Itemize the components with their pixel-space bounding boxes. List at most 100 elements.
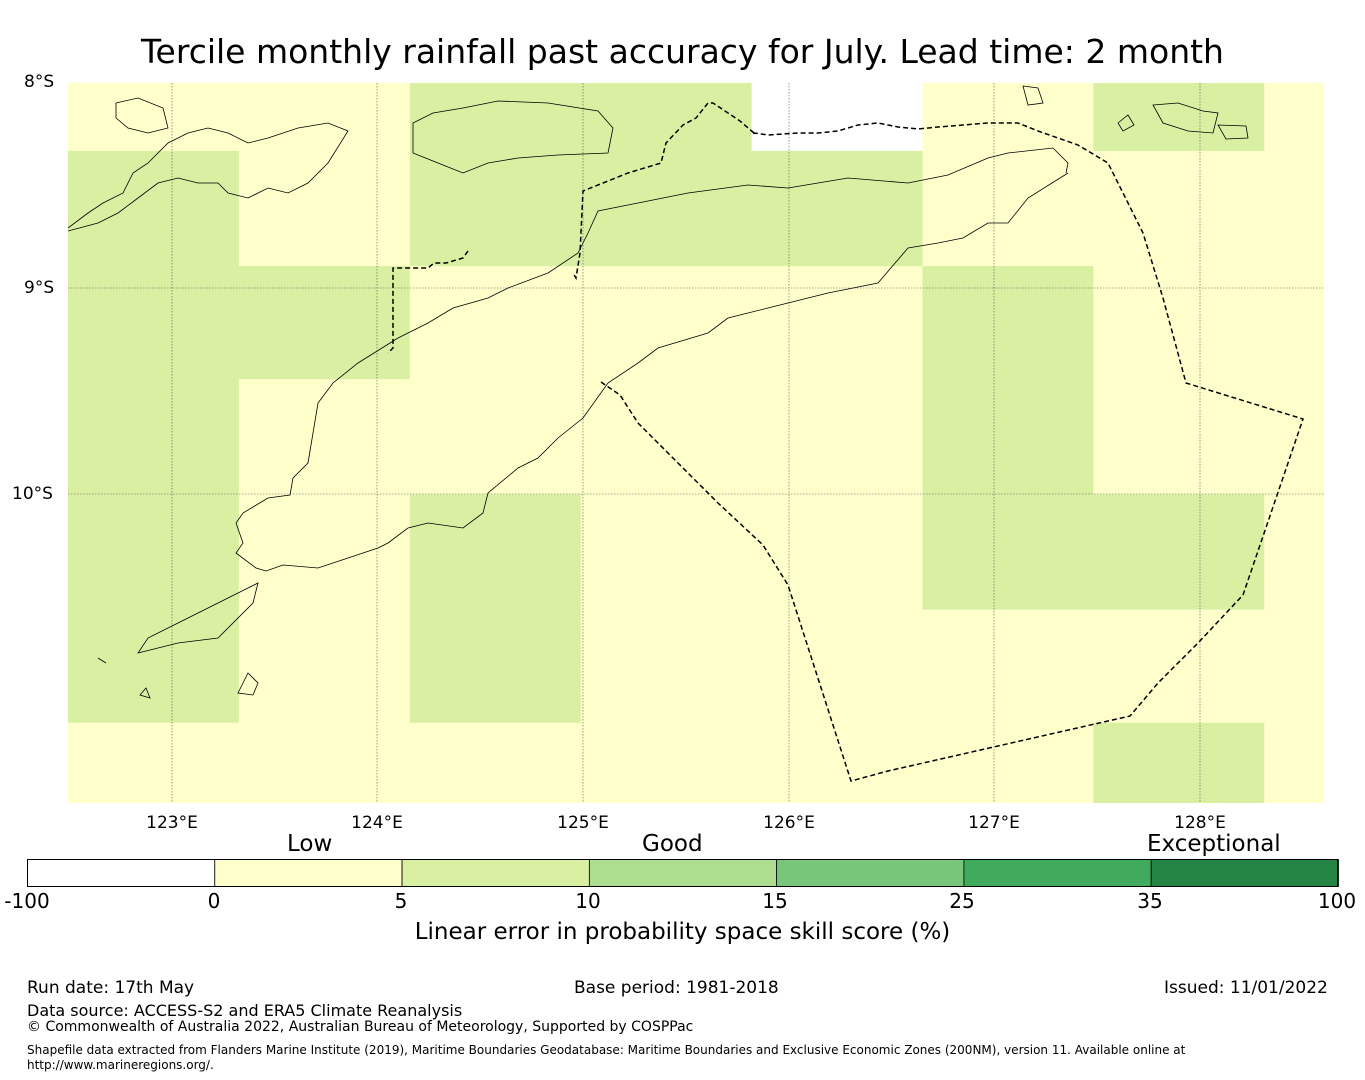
tick-15: 15 xyxy=(762,889,788,913)
grid-cell-r2-c2 xyxy=(409,266,582,380)
category-exceptional: Exceptional xyxy=(1147,831,1281,857)
grid-cell-r4-c1 xyxy=(238,494,411,611)
grid-cell-r1-c1 xyxy=(238,150,411,267)
shapefile-credit: Shapefile data extracted from Flanders M… xyxy=(27,1043,1186,1072)
grid-cell-r6-c4 xyxy=(751,722,923,803)
data-source: Data source: ACCESS-S2 and ERA5 Climate … xyxy=(27,1001,463,1020)
coastline-alor xyxy=(412,100,614,174)
coastline-flores-east xyxy=(68,122,349,232)
grid-cell-r1-c5 xyxy=(922,150,1094,267)
grid-cell-r1-c0 xyxy=(68,150,240,267)
colorbar-segment-6 xyxy=(1150,859,1339,887)
grid-cell-r2-c1 xyxy=(238,266,411,380)
grid-cell-r2-c5 xyxy=(922,266,1094,380)
grid-cell-r5-c4 xyxy=(751,609,923,724)
grid-cell-r3-c1 xyxy=(238,379,411,495)
lat-label-10s: 10°S xyxy=(12,484,53,504)
colorbar-segment-2 xyxy=(401,859,590,887)
category-good: Good xyxy=(642,831,703,857)
tick-100: 100 xyxy=(1317,889,1357,913)
colorbar-segment-1 xyxy=(214,859,403,887)
grid-cell-r2-c4 xyxy=(751,266,923,380)
lon-label-127e: 127°E xyxy=(968,813,1020,833)
lon-label-126e: 126°E xyxy=(763,813,815,833)
grid-cell-r6-c3 xyxy=(580,722,753,803)
colorbar xyxy=(27,859,1339,887)
eez-boundary-timor-leste xyxy=(600,122,1304,782)
grid-cell-r2-c7 xyxy=(1264,266,1324,380)
copyright: © Commonwealth of Australia 2022, Austra… xyxy=(27,1019,694,1035)
grid-cell-r3-c3 xyxy=(580,379,753,495)
colorbar-segment-5 xyxy=(963,859,1152,887)
grid-cell-r5-c6 xyxy=(1093,609,1265,724)
coastline-timor-north xyxy=(235,147,1069,524)
coastline-timor-south xyxy=(235,172,1069,572)
grid-cell-r3-c5 xyxy=(922,379,1094,495)
grid-cell-r6-c0 xyxy=(68,722,240,803)
grid-cell-r4-c3 xyxy=(580,494,753,611)
skill-map xyxy=(68,83,1324,803)
tick-neg100: -100 xyxy=(4,889,50,913)
eez-boundary-timor-north xyxy=(387,102,755,354)
tick-25: 25 xyxy=(949,889,975,913)
coastlines xyxy=(68,85,1249,699)
grid-cell-r0-c6 xyxy=(1093,83,1265,152)
run-date: Run date: 17th May xyxy=(27,978,195,998)
lat-label-9s: 9°S xyxy=(24,278,55,298)
grid-cell-r5-c0 xyxy=(68,609,240,724)
skill-grid-cells xyxy=(68,83,1324,803)
eez-boundaries xyxy=(387,102,1304,782)
grid-cell-r2-c0 xyxy=(68,266,240,380)
grid-cell-r4-c6 xyxy=(1093,494,1265,611)
grid-cell-r5-c2 xyxy=(409,609,582,724)
grid-cell-r4-c4 xyxy=(751,494,923,611)
grid-cell-r1-c2 xyxy=(409,150,582,267)
grid-cell-r5-c3 xyxy=(580,609,753,724)
grid-cell-r5-c7 xyxy=(1264,609,1324,724)
tick-10: 10 xyxy=(575,889,601,913)
grid-cell-r3-c6 xyxy=(1093,379,1265,495)
grid-cell-r3-c4 xyxy=(751,379,923,495)
lat-label-8s: 8°S xyxy=(24,72,55,92)
grid-cell-r5-c5 xyxy=(922,609,1094,724)
lon-label-125e: 125°E xyxy=(557,813,609,833)
grid-cell-r0-c4 xyxy=(751,83,923,152)
grid-cell-r5-c1 xyxy=(238,609,411,724)
grid-cell-r0-c1 xyxy=(238,83,411,152)
grid-cell-r3-c2 xyxy=(409,379,582,495)
grid-cell-r6-c7 xyxy=(1264,722,1324,803)
lon-label-128e: 128°E xyxy=(1174,813,1226,833)
grid-cell-r1-c3 xyxy=(580,150,753,267)
grid-cell-r4-c2 xyxy=(409,494,582,611)
grid-cell-r0-c3 xyxy=(580,83,753,152)
grid-cell-r6-c2 xyxy=(409,722,582,803)
tick-0: 0 xyxy=(207,889,221,913)
colorbar-frame xyxy=(27,859,1338,887)
colorbar-segment-4 xyxy=(776,859,965,887)
grid-cell-r1-c7 xyxy=(1264,150,1324,267)
grid-cell-r4-c7 xyxy=(1264,494,1324,611)
grid-cell-r2-c6 xyxy=(1093,266,1265,380)
grid-cell-r4-c0 xyxy=(68,494,240,611)
grid-cell-r0-c0 xyxy=(68,83,240,152)
grid-cell-r0-c5 xyxy=(922,83,1094,152)
grid-cell-r3-c0 xyxy=(68,379,240,495)
colorbar-segments xyxy=(27,859,1339,887)
issued-date: Issued: 11/01/2022 xyxy=(1164,978,1328,998)
grid-cell-r6-c5 xyxy=(922,722,1094,803)
grid-cell-r4-c5 xyxy=(922,494,1094,611)
colorbar-segment-3 xyxy=(588,859,778,887)
grid-cell-r2-c3 xyxy=(580,266,753,380)
grid-cell-r1-c6 xyxy=(1093,150,1265,267)
gridlines xyxy=(68,83,1324,803)
colorbar-label: Linear error in probability space skill … xyxy=(414,919,951,945)
grid-cell-r6-c6 xyxy=(1093,722,1265,803)
tick-5: 5 xyxy=(394,889,408,913)
grid-cell-r6-c1 xyxy=(238,722,411,803)
coastline-small-islands xyxy=(97,85,1249,699)
colorbar-segment-0 xyxy=(27,859,216,887)
lon-label-123e: 123°E xyxy=(146,813,198,833)
grid-cell-r3-c7 xyxy=(1264,379,1324,495)
lon-label-124e: 124°E xyxy=(351,813,403,833)
base-period: Base period: 1981-2018 xyxy=(574,978,779,998)
